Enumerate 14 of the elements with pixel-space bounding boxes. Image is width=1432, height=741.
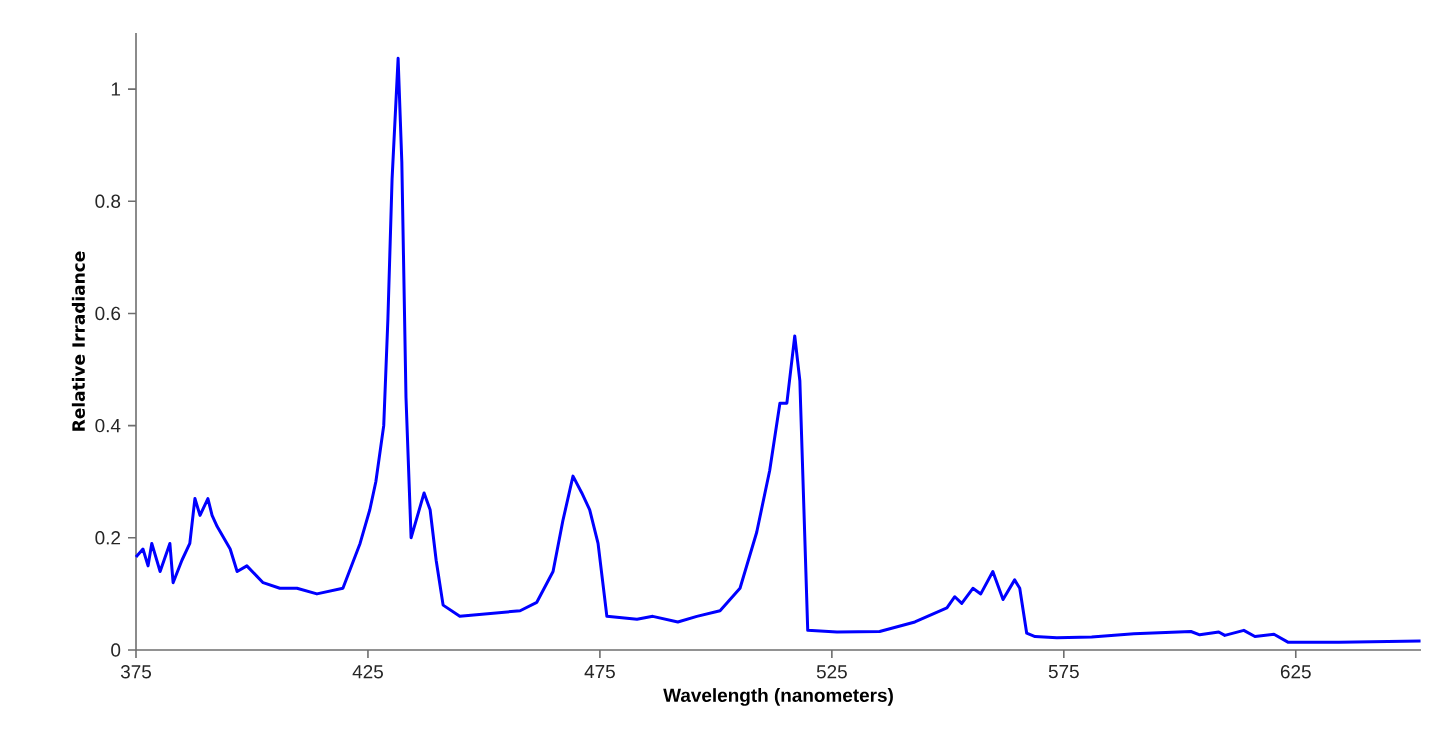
x-tick-label: 625 [1280,665,1311,679]
x-tick-label: 375 [120,665,152,679]
y-axis-title: Relative Irradiance [71,251,85,431]
x-tick-label: 575 [1048,665,1079,679]
y-tick-label: 0 [111,643,121,657]
y-tick-label: 0.8 [95,194,121,208]
x-tick-label: 425 [352,665,383,679]
x-axis-title: Wavelength (nanometers) [663,688,893,706]
y-tick-label: 0.2 [95,531,121,545]
y-tick-label: 1 [111,82,121,96]
y-tick-label: 0.6 [95,306,121,321]
x-tick-label: 525 [816,665,847,679]
y-tick-label: 0.4 [95,418,121,433]
x-tick-label: 475 [584,665,615,679]
